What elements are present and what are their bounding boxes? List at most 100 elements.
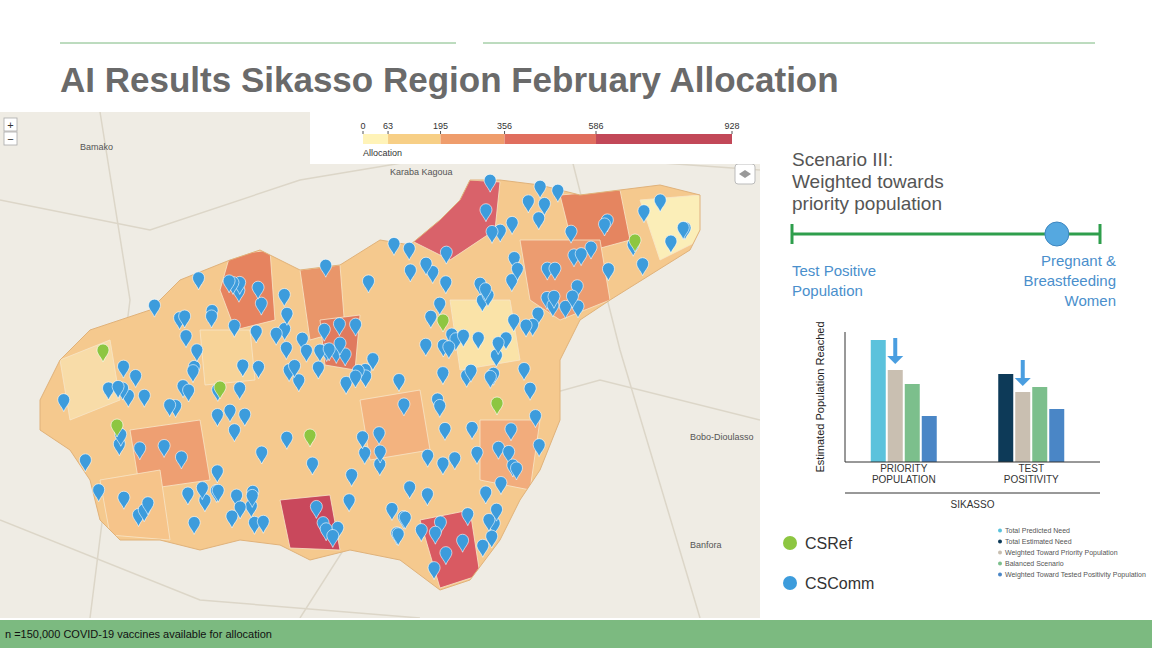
pin (257, 515, 269, 533)
pin (484, 370, 496, 388)
x-tick-label: TESTPOSITIVITY (1004, 463, 1059, 485)
region (40, 180, 700, 590)
color-tick (732, 131, 733, 134)
pin (602, 263, 614, 281)
pin (118, 491, 130, 509)
district (480, 420, 540, 490)
pin (533, 212, 545, 230)
pin (420, 257, 432, 275)
legend-marker (998, 562, 1002, 566)
bar (1049, 409, 1064, 462)
pin (665, 235, 677, 253)
bar (1015, 392, 1030, 462)
pin (224, 404, 236, 422)
pin (510, 462, 522, 480)
arrow (893, 338, 897, 358)
pin (637, 258, 649, 276)
bar (1032, 387, 1047, 462)
pin (477, 539, 489, 557)
color-scale-label: Allocation (363, 148, 402, 158)
slider-label: Women (1065, 292, 1116, 309)
pin (327, 529, 339, 547)
pin (334, 337, 346, 355)
pin (343, 494, 355, 512)
pin (111, 419, 123, 437)
pin (471, 446, 483, 464)
pin (175, 451, 187, 469)
pin (226, 510, 238, 528)
tick-line: TEST (1018, 463, 1044, 474)
pin (491, 397, 503, 415)
district (360, 390, 430, 460)
pin (270, 327, 282, 345)
slider-cap (1099, 224, 1102, 244)
color-tick-label: 928 (724, 121, 739, 131)
pin (93, 484, 105, 502)
y-axis-label: Estimated Population Reached (814, 321, 826, 472)
color-tick (388, 131, 389, 134)
pin (422, 449, 434, 467)
pin (187, 365, 199, 383)
pin (392, 528, 404, 546)
pin (434, 399, 446, 417)
pin (306, 457, 318, 475)
bar (998, 374, 1013, 462)
legend-label: Weighted Toward Tested Positivity Popula… (1005, 571, 1146, 579)
pin-legend-marker (783, 576, 797, 590)
color-tick-label: 356 (497, 121, 512, 131)
pin (437, 314, 449, 332)
pin (520, 319, 532, 337)
pin (228, 424, 240, 442)
pin (280, 342, 292, 360)
zoom-label[interactable]: − (7, 133, 13, 145)
pin (289, 360, 301, 378)
pin (357, 431, 369, 449)
pin (310, 500, 322, 518)
color-band (441, 134, 505, 144)
pin (472, 332, 484, 350)
pin (211, 409, 223, 427)
pin (440, 276, 452, 294)
footer-text: n =150,000 COVID-19 vaccines available f… (5, 628, 272, 640)
pin (250, 325, 262, 343)
pin (281, 431, 293, 449)
color-tick-label: 195 (433, 121, 448, 131)
color-tick (596, 131, 597, 134)
footer-bar (0, 620, 1152, 648)
pin (638, 205, 650, 223)
pin (350, 370, 362, 388)
pin-legend-marker (783, 536, 797, 550)
layers-button[interactable] (735, 164, 755, 184)
slide: AI Results Sikasso Region February Alloc… (0, 0, 1152, 648)
pin (443, 341, 455, 359)
pin (255, 297, 267, 315)
district (220, 250, 275, 330)
zoom-label[interactable]: + (7, 119, 13, 131)
pin (97, 344, 109, 362)
pin (566, 290, 578, 308)
slider-label: Test Positive (792, 262, 876, 279)
color-tick-label: 63 (383, 121, 393, 131)
zoom-button[interactable] (4, 118, 17, 131)
color-tick-label: 0 (360, 121, 365, 131)
color-band (505, 134, 596, 144)
slider-cap (791, 224, 794, 244)
color-tick-label: 586 (588, 121, 603, 131)
pin (522, 195, 534, 213)
pin (491, 503, 503, 521)
pin (480, 204, 492, 222)
district (60, 340, 120, 420)
legend-label: Weighted Toward Priority Population (1005, 549, 1118, 557)
arrow-head (1015, 378, 1031, 386)
pin (437, 457, 449, 475)
pin (134, 442, 146, 460)
zoom-button[interactable] (4, 132, 17, 145)
pin (223, 275, 235, 293)
region-border (40, 180, 700, 590)
pin-legend-label: CSRef (805, 535, 853, 552)
pin (403, 242, 415, 260)
pin (420, 338, 432, 356)
slider-knob (1045, 222, 1069, 246)
pin (404, 264, 416, 282)
pin (483, 513, 495, 531)
